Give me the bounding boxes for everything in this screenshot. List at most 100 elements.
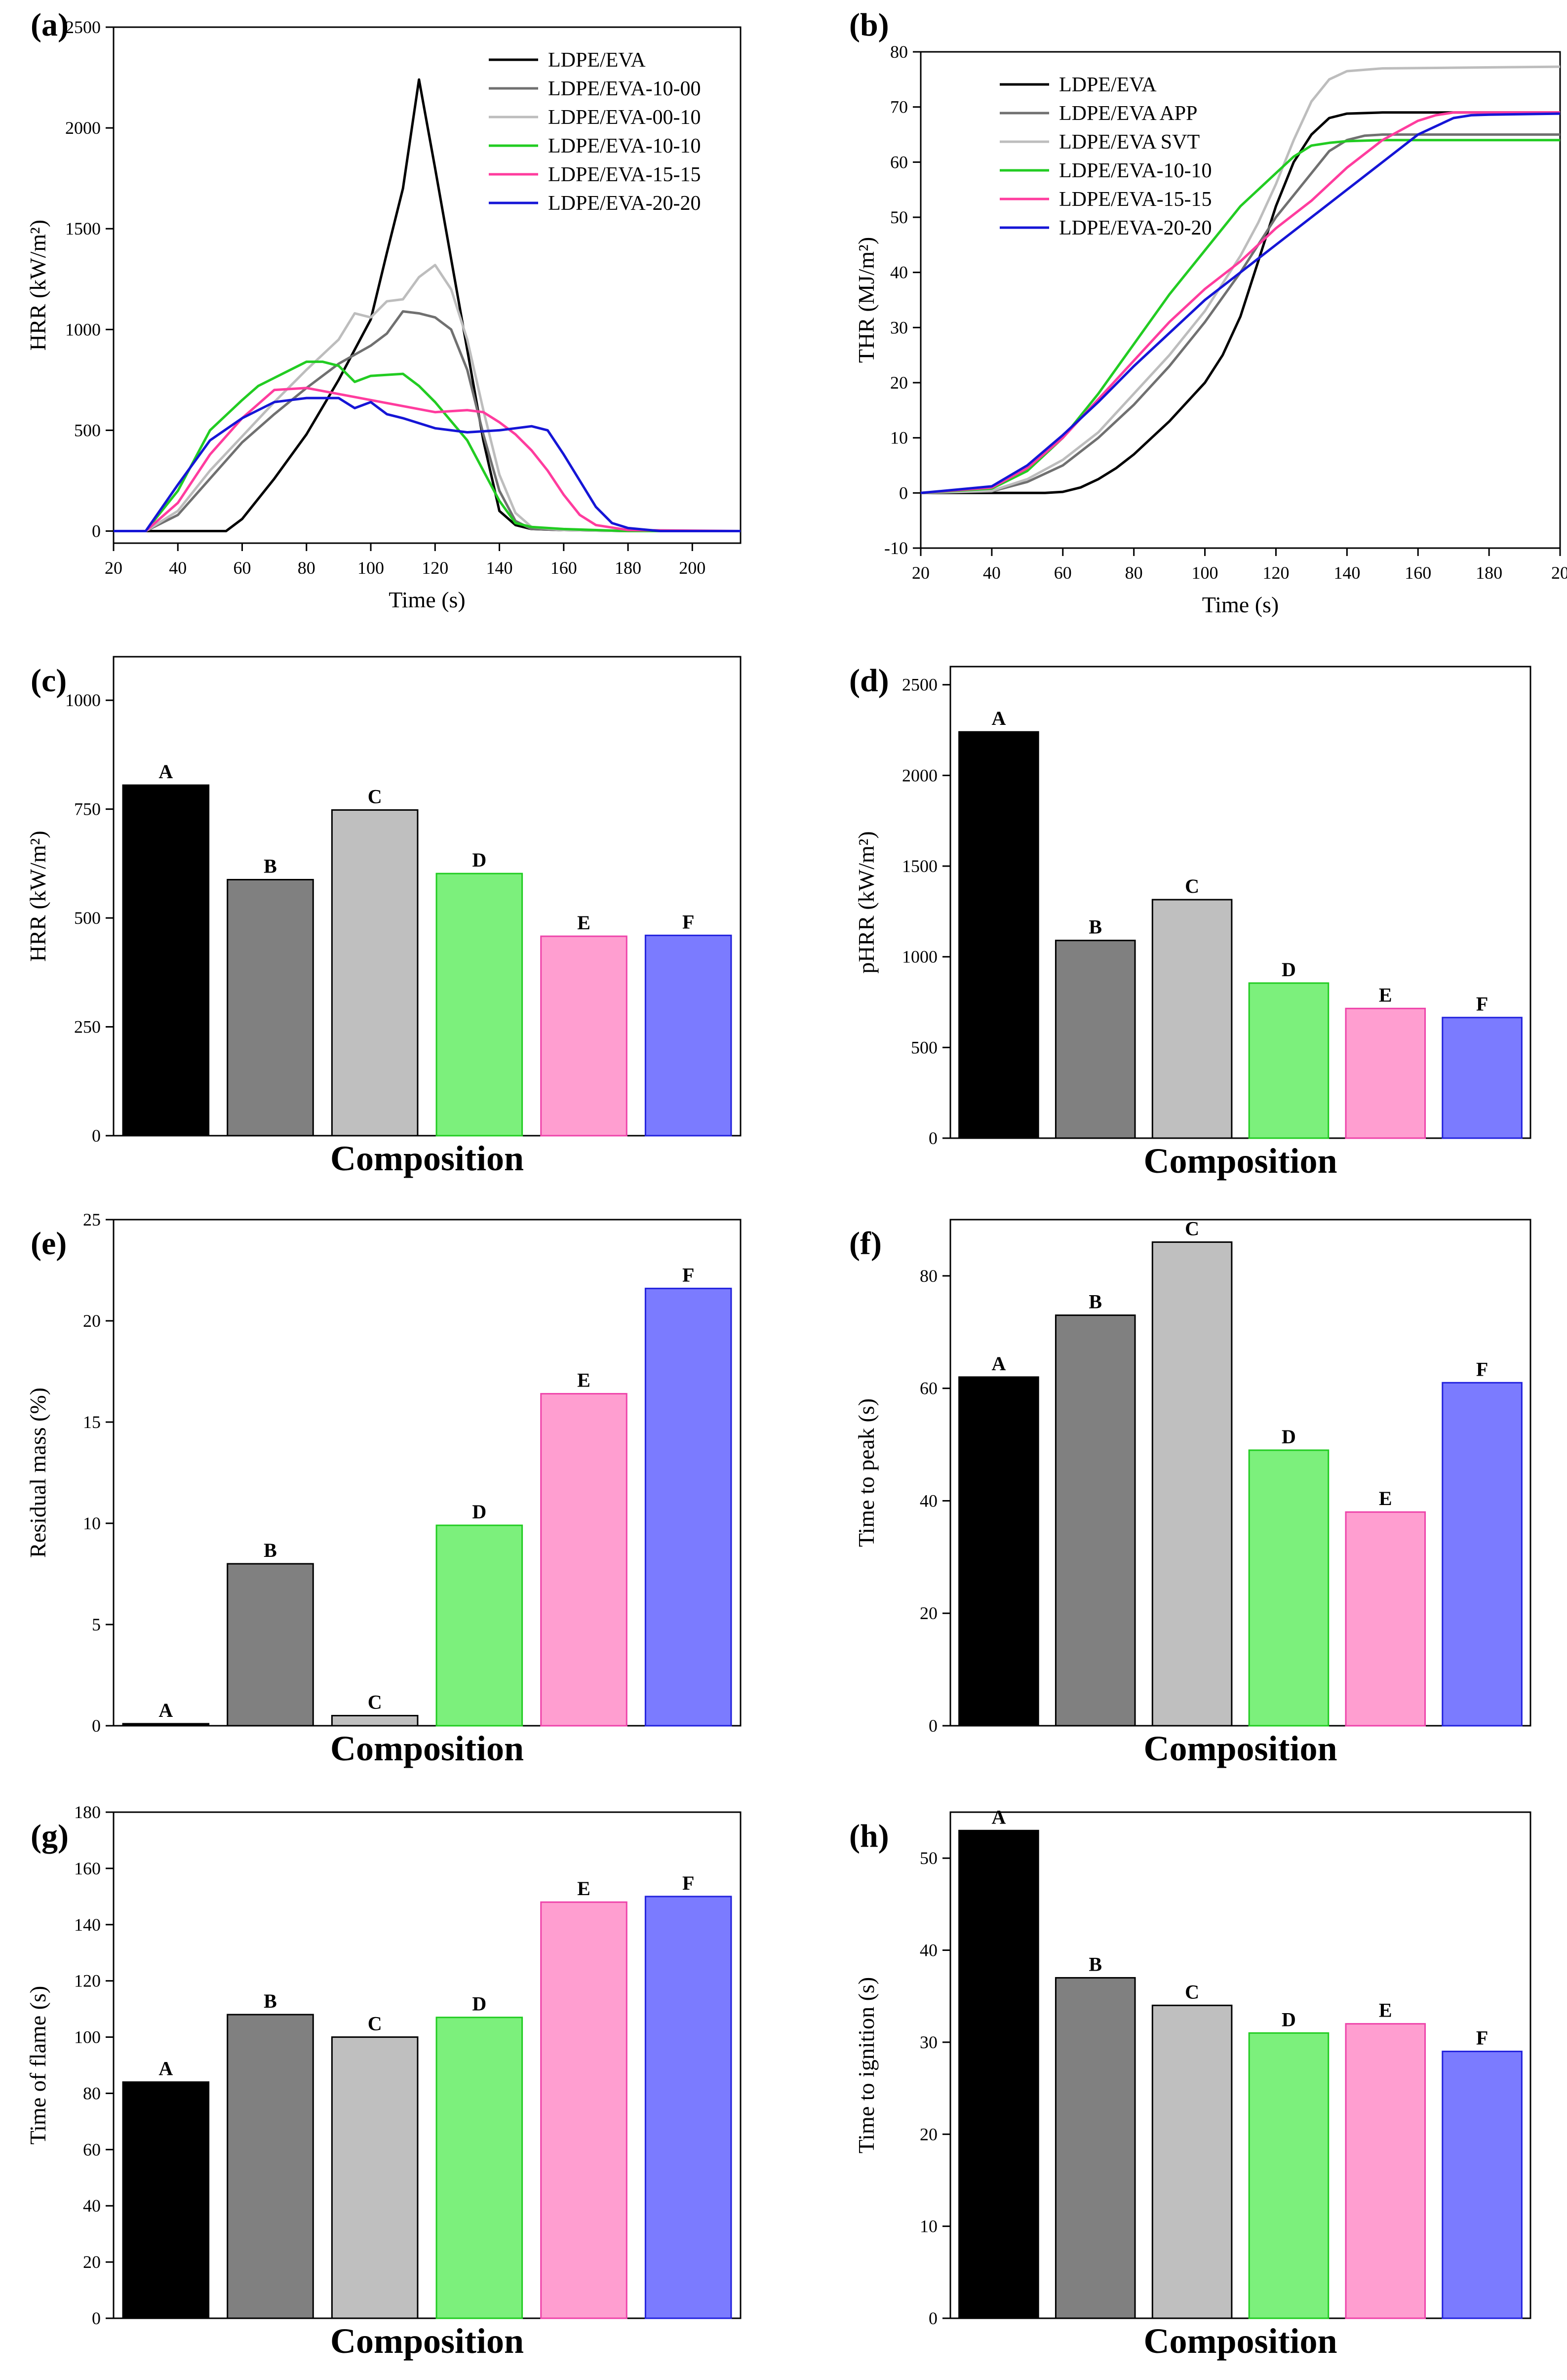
y-tick-label: 120 <box>74 1971 101 1991</box>
y-tick-label: 0 <box>92 1716 101 1736</box>
bar-label: A <box>991 707 1006 729</box>
y-tick-label: 10 <box>890 428 908 448</box>
legend-label: LDPE/EVA-10-10 <box>1059 159 1212 182</box>
chart-panel-6: (f) 0 20 40 60 80 Time to peak (s) A B C D E F Compos… <box>849 1218 1531 1768</box>
bar-label: A <box>158 1699 173 1721</box>
x-axis-title: Time (s) <box>1202 592 1279 617</box>
chart-panel-1: (a) 0 500 1000 1500 2000 2500 HRR (kW/m²) 20 40 60… <box>25 7 742 612</box>
y-tick-label: 25 <box>83 1210 101 1230</box>
bar-label: D <box>1282 2008 1296 2030</box>
x-tick-label: 20 <box>912 563 930 583</box>
bar-F <box>644 1287 732 1727</box>
y-axis-title: HRR (kW/m²) <box>25 220 50 351</box>
legend-label: LDPE/EVA-10-00 <box>548 78 701 100</box>
chart-panel-5: (e) 0 5 10 15 20 25 Residual mass (%) A B C D E F Comp… <box>25 1210 742 1768</box>
chart-panel-2: (b) -10 0 10 20 30 40 50 60 70 80 THR (MJ/m²) 20 40 60… <box>849 7 1567 617</box>
x-axis-title: Composition <box>330 1729 524 1768</box>
chart-panel-3: (c) 0 250 500 750 1000 HRR (kW/m²) A B C D E F Compos… <box>25 656 742 1178</box>
series-line-2 <box>920 133 1560 494</box>
legend-label: LDPE/EVA <box>548 49 646 72</box>
bar-label: C <box>368 785 382 807</box>
series-line-6 <box>114 397 741 532</box>
bar-E <box>540 1901 627 2319</box>
x-axis-title: Time (s) <box>389 587 466 612</box>
bar-C <box>1151 899 1233 1139</box>
panel-label: (h) <box>849 1818 889 1854</box>
x-tick-label: 80 <box>1125 563 1143 583</box>
x-axis-title: Composition <box>330 1139 524 1178</box>
y-tick-label: 160 <box>74 1859 101 1878</box>
bar-E <box>540 935 627 1137</box>
bar-label: A <box>991 1806 1006 1828</box>
bar-A <box>122 2081 210 2319</box>
x-tick-label: 60 <box>1054 563 1072 583</box>
y-tick-label: 0 <box>92 1126 101 1146</box>
y-tick-label: 2000 <box>902 765 938 785</box>
panel-label: (d) <box>849 663 889 699</box>
bar-label: F <box>682 1264 694 1286</box>
series-line-2 <box>114 310 741 532</box>
plot-frame <box>113 1219 742 1727</box>
plot-frame <box>920 51 1561 549</box>
bar-F <box>1442 1382 1523 1727</box>
bar-A <box>122 1723 210 1727</box>
legend-label: LDPE/EVA-15-15 <box>1059 188 1212 211</box>
chart-panel-7: (g) 0 20 40 60 80 100 120 140 160 180 Time of flame… <box>25 1802 742 2361</box>
bar-label: B <box>1089 1291 1102 1313</box>
y-axis-title: THR (MJ/m²) <box>854 237 879 363</box>
x-tick-label: 100 <box>357 558 384 578</box>
y-tick-label: 10 <box>920 2217 938 2236</box>
y-tick-label: 80 <box>83 2083 101 2103</box>
legend-label: LDPE/EVA APP <box>1059 102 1198 125</box>
bar-label: C <box>1185 1218 1199 1240</box>
y-tick-label: 500 <box>74 908 101 928</box>
x-axis-title: Composition <box>330 2321 524 2361</box>
y-tick-label: 40 <box>83 2196 101 2216</box>
y-tick-label: 0 <box>899 483 908 503</box>
chart-panel-8: (h) 0 10 20 30 40 50 Time to ignition (s) A B C D E F… <box>849 1806 1531 2361</box>
bar-label: E <box>577 1877 590 1900</box>
x-tick-label: 200 <box>679 558 705 578</box>
bar-label: B <box>1089 916 1102 938</box>
y-tick-label: 2500 <box>65 17 101 37</box>
series-line-3 <box>114 264 741 532</box>
bar-A <box>958 1829 1039 2319</box>
y-tick-label: 0 <box>92 521 101 541</box>
y-tick-label: -10 <box>884 538 908 558</box>
y-axis-title: Time to ignition (s) <box>854 1977 879 2153</box>
bar-label: B <box>264 1990 277 2012</box>
y-tick-label: 15 <box>83 1412 101 1432</box>
x-tick-label: 160 <box>550 558 577 578</box>
series-line-5 <box>920 111 1560 494</box>
bar-B <box>227 1563 314 1727</box>
bar-A <box>958 1376 1039 1727</box>
x-tick-label: 140 <box>1333 563 1360 583</box>
bar-E <box>1345 1007 1426 1139</box>
y-tick-label: 20 <box>920 1603 938 1623</box>
bar-label: E <box>1379 1999 1392 2022</box>
bar-C <box>1151 2004 1233 2319</box>
bar-E <box>1345 1511 1426 1727</box>
x-tick-label: 60 <box>234 558 251 578</box>
legend-label: LDPE/EVA <box>1059 74 1157 96</box>
bar-B <box>1055 1314 1136 1727</box>
y-tick-label: 2000 <box>65 118 101 138</box>
bar-label: D <box>472 1501 486 1523</box>
y-axis-title: Time of flame (s) <box>25 1986 50 2145</box>
bar-label: A <box>158 2058 173 2080</box>
bar-C <box>1151 1241 1233 1727</box>
x-tick-label: 100 <box>1192 563 1218 583</box>
y-tick-label: 180 <box>74 1802 101 1822</box>
panel-label: (e) <box>31 1226 67 1262</box>
y-tick-label: 80 <box>920 1266 938 1286</box>
x-tick-label: 180 <box>1476 563 1502 583</box>
x-tick-label: 80 <box>298 558 315 578</box>
bar-B <box>227 2014 314 2319</box>
bar-F <box>1442 2051 1523 2319</box>
bar-label: D <box>472 849 486 871</box>
y-tick-label: 60 <box>83 2140 101 2159</box>
bar-label: D <box>1282 958 1296 981</box>
bar-C <box>331 2036 419 2319</box>
x-axis-title: Composition <box>1143 1141 1337 1181</box>
plot-frame <box>949 1811 1531 2319</box>
